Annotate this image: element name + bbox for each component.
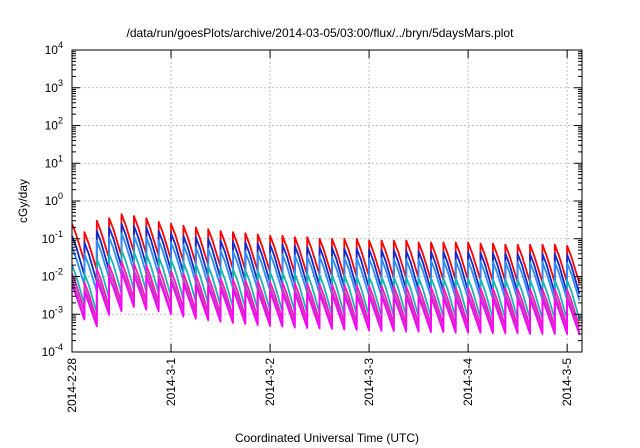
y-tick-label: 103 — [45, 78, 63, 95]
grid — [72, 50, 582, 352]
x-tick-label: 2014-3-4 — [461, 358, 475, 406]
ticks — [71, 49, 582, 353]
y-tick-label: 10-2 — [42, 267, 63, 284]
x-tick-label: 2014-2-28 — [65, 358, 79, 413]
y-tick-label: 100 — [45, 191, 63, 208]
x-tick-label: 2014-3-3 — [362, 358, 376, 406]
y-tick-labels: 10-4 10-3 10-2 10-1 100 101 102 103 104 — [42, 40, 63, 359]
y-tick-label: 10-4 — [42, 342, 63, 359]
chart-title: /data/run/goesPlots/archive/2014-03-05/0… — [127, 26, 515, 40]
y-tick-label: 104 — [45, 40, 63, 57]
y-tick-label: 10-3 — [42, 304, 63, 321]
x-tick-label: 2014-3-1 — [164, 358, 178, 406]
series-layer — [71, 213, 581, 335]
y-tick-label: 101 — [45, 153, 63, 170]
x-axis-label: Coordinated Universal Time (UTC) — [235, 431, 419, 445]
x-tick-label: 2014-3-5 — [560, 358, 574, 406]
y-tick-label: 10-1 — [42, 229, 63, 246]
y-tick-label: 102 — [45, 116, 63, 133]
x-tick-labels: 2014-2-28 2014-3-1 2014-3-2 2014-3-3 2014-3-… — [65, 358, 574, 413]
series-line — [71, 271, 581, 335]
x-tick-label: 2014-3-2 — [263, 358, 277, 406]
y-axis-label: cGy/day — [16, 179, 30, 223]
